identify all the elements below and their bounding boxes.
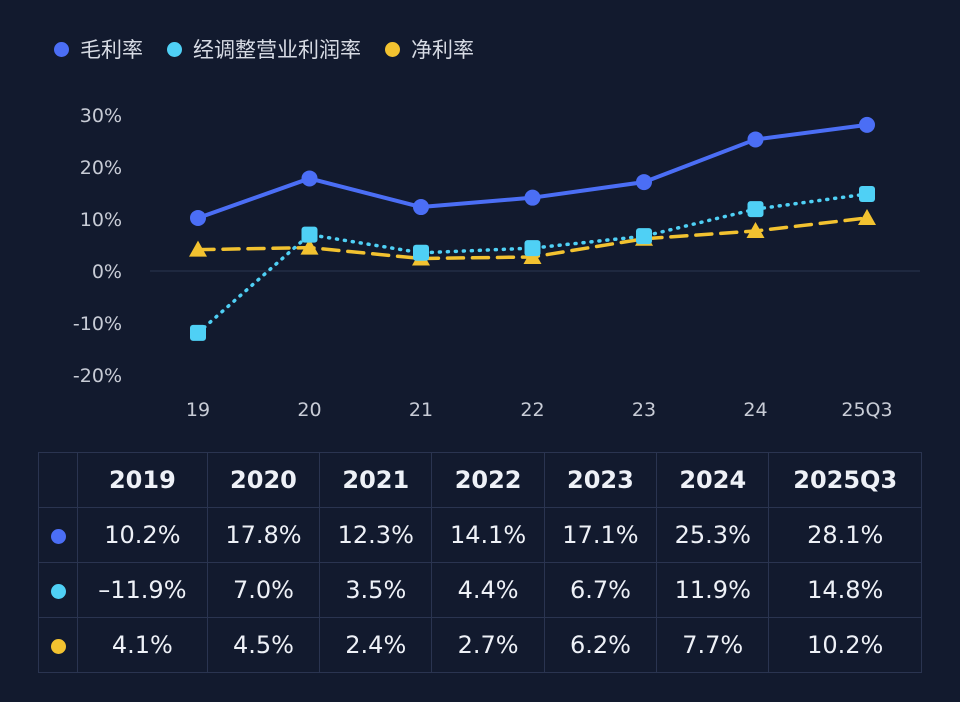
table-cell: 6.7% — [543, 562, 658, 618]
data-point — [636, 174, 652, 191]
x-tick-label: 19 — [186, 399, 210, 421]
table-cell: 3.5% — [319, 562, 433, 618]
table-cell: 2.7% — [431, 617, 545, 673]
legend-label: 毛利率 — [80, 38, 143, 62]
data-point — [190, 324, 206, 341]
data-point — [858, 208, 876, 225]
x-tick-label: 20 — [297, 399, 321, 421]
table-cell: 7.0% — [206, 562, 321, 618]
table-header-cell: 2023 — [543, 452, 658, 508]
data-point — [300, 238, 319, 255]
table-corner-cell — [38, 452, 78, 508]
legend-item-adjusted-operating-margin: 经调整营业利润率 — [167, 34, 361, 64]
table-cell: 4.1% — [77, 617, 208, 673]
data-point — [301, 226, 318, 243]
table-cell: 6.2% — [543, 617, 658, 673]
legend-dot-icon — [54, 41, 69, 57]
y-tick-label: 10% — [80, 209, 122, 231]
table-cell: 2.4% — [319, 617, 433, 673]
row-marker-cell — [38, 562, 78, 618]
x-tick-label: 23 — [632, 399, 656, 421]
y-tick-label: 20% — [80, 157, 122, 179]
table-cell: 11.9% — [656, 562, 770, 618]
table-cell: 4.5% — [206, 617, 321, 673]
data-point — [524, 189, 541, 206]
legend-dot-icon — [167, 41, 182, 57]
table-cell: 28.1% — [768, 507, 922, 563]
y-tick-label: 0% — [92, 261, 122, 283]
table-cell: 17.1% — [543, 507, 658, 563]
data-table: 2019 2020 2021 2022 2023 2024 2025Q3 10.… — [38, 452, 922, 673]
y-tick-label: 30% — [80, 105, 122, 127]
table-header-cell: 2020 — [206, 452, 321, 508]
data-point — [189, 240, 207, 257]
table-header-cell: 2024 — [656, 452, 770, 508]
legend-item-net-margin: 净利率 — [385, 34, 474, 64]
table-cell: 10.2% — [77, 507, 208, 563]
row-marker-cell — [38, 617, 78, 673]
circle-icon — [50, 583, 66, 599]
table-cell: 7.7% — [656, 617, 770, 673]
data-point — [859, 116, 875, 133]
data-point — [747, 201, 764, 218]
table-header-cell: 2025Q3 — [768, 452, 922, 508]
table-row-adjusted-operating-margin: –11.9% 7.0% 3.5% 4.4% 6.7% 11.9% 14.8% — [38, 562, 922, 618]
legend-dot-icon — [385, 41, 400, 57]
table-row-net-margin: 4.1% 4.5% 2.4% 2.7% 6.2% 7.7% 10.2% — [38, 617, 922, 673]
circle-icon — [50, 528, 66, 544]
data-point — [413, 199, 429, 216]
table-cell: 10.2% — [768, 617, 922, 673]
x-tick-label: 24 — [743, 399, 767, 421]
table-cell: 25.3% — [656, 507, 770, 563]
data-point — [524, 240, 541, 257]
y-tick-label: -20% — [73, 365, 122, 387]
data-point — [413, 244, 429, 261]
table-cell: 12.3% — [319, 507, 433, 563]
legend-label: 经调整营业利润率 — [193, 38, 361, 62]
table-header-cell: 2022 — [431, 452, 545, 508]
data-point — [636, 228, 652, 245]
legend-item-gross-margin: 毛利率 — [54, 34, 143, 64]
table-cell: –11.9% — [77, 562, 208, 618]
chart-legend: 毛利率 经调整营业利润率 净利率 — [54, 34, 498, 64]
circle-icon — [50, 638, 66, 654]
table-header-row: 2019 2020 2021 2022 2023 2024 2025Q3 — [38, 452, 922, 508]
table-cell: 14.1% — [431, 507, 545, 563]
data-point — [190, 209, 206, 226]
table-header-cell: 2021 — [319, 452, 433, 508]
legend-label: 净利率 — [411, 38, 474, 62]
table-cell: 4.4% — [431, 562, 545, 618]
table-header-cell: 2019 — [77, 452, 208, 508]
row-marker-cell — [38, 507, 78, 563]
x-tick-label: 22 — [520, 399, 544, 421]
data-point — [859, 186, 875, 203]
data-point — [301, 170, 318, 187]
line-chart: 30% 20% 10% 0% -10% -20% 19 20 21 22 23 24 25Q3 — [73, 105, 920, 421]
x-tick-label: 21 — [409, 399, 433, 421]
y-tick-label: -10% — [73, 313, 122, 335]
table-cell: 17.8% — [206, 507, 321, 563]
x-tick-label: 25Q3 — [841, 399, 892, 421]
data-point — [747, 131, 764, 148]
table-cell: 14.8% — [768, 562, 922, 618]
data-point — [746, 221, 765, 238]
table-row-gross-margin: 10.2% 17.8% 12.3% 14.1% 17.1% 25.3% 28.1… — [38, 507, 922, 563]
